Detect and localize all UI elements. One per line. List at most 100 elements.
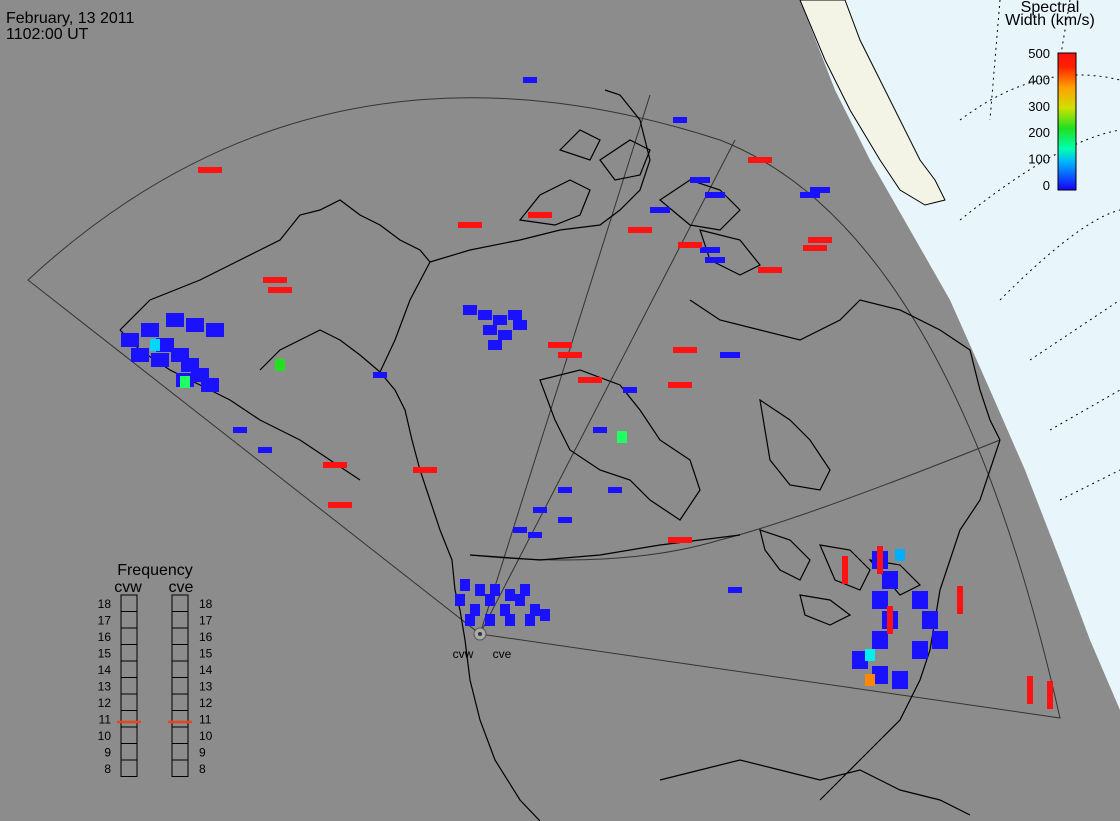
echo-cell (413, 467, 437, 473)
colorbar-title-line2: Width (km/s) (1005, 12, 1095, 29)
echo-cell (912, 591, 928, 609)
echo-cell (465, 614, 475, 626)
echo-cell-highlight (180, 376, 190, 388)
frequency-tick-label: 8 (104, 762, 111, 776)
echo-cell (186, 318, 204, 332)
echo-cell-highlight (865, 649, 875, 661)
echo-cell (455, 594, 465, 606)
echo-cell (803, 245, 827, 251)
frequency-tick-label: 10 (199, 729, 213, 743)
echo-cell (198, 167, 222, 173)
echo-cell (458, 222, 482, 228)
echo-cell (525, 614, 535, 626)
echo-cell (872, 631, 888, 649)
echo-cell (690, 177, 710, 183)
echo-cell (623, 387, 637, 393)
frequency-tick-label: 16 (98, 630, 112, 644)
echo-cell (705, 192, 725, 198)
echo-cell (141, 323, 159, 337)
echo-cell (500, 604, 510, 616)
frequency-cell (171, 759, 189, 777)
echo-cell (548, 342, 572, 348)
coastlines (119, 89, 1001, 821)
echo-cell (872, 591, 888, 609)
echo-cell (258, 447, 272, 453)
echo-cell (558, 487, 572, 493)
frequency-tick-label: 17 (199, 614, 213, 628)
fov-outlines (27, 94, 1061, 719)
echo-cell (882, 571, 898, 589)
echo-cell (263, 277, 287, 283)
echo-cell (650, 207, 670, 213)
date-label: February, 13 2011 (6, 10, 135, 27)
time-label: 1102:00 UT (6, 26, 89, 43)
frequency-tick-label: 16 (199, 630, 213, 644)
echo-cell (131, 348, 149, 362)
echo-cell (530, 604, 540, 616)
echo-cell (872, 666, 888, 684)
colorbar-tick-label: 100 (1028, 152, 1050, 167)
site-label-cve: cve (493, 647, 512, 661)
frequency-tick-label: 13 (98, 680, 112, 694)
echo-cell (673, 117, 687, 123)
frequency-scales: 18 17 16 15 14 13 12 11 10 9 8 18 17 16 15 14 13 12 11 10 9 8 (98, 594, 213, 777)
echo-cell (483, 325, 497, 335)
frequency-tick-label: 12 (98, 696, 112, 710)
colorbar-tick-label: 200 (1028, 125, 1050, 140)
echo-cell (892, 671, 908, 689)
echo-cell (810, 187, 830, 193)
echo-cell (922, 611, 938, 629)
echo-cell (515, 594, 525, 606)
echo-cell (513, 320, 527, 330)
colorbar-ticks: 500 400 300 200 100 0 (1028, 46, 1050, 193)
echo-cell (373, 372, 387, 378)
echo-cell (800, 192, 820, 198)
echo-cell (700, 247, 720, 253)
frequency-label-cve: cve (169, 579, 194, 596)
echo-cell (932, 631, 948, 649)
echo-cell (513, 527, 527, 533)
colorbar: 500 400 300 200 100 0 (1028, 46, 1077, 193)
night-region (800, 0, 1120, 710)
frequency-tick-label: 15 (199, 647, 213, 661)
frequency-tick-label: 14 (199, 663, 213, 677)
echo-cell (490, 584, 500, 596)
echo-cell (520, 584, 530, 596)
echo-cell (1027, 676, 1033, 704)
colorbar-tick-label: 300 (1028, 99, 1050, 114)
echo-cell (475, 584, 485, 596)
frequency-label-cvw: cvw (114, 579, 142, 596)
echo-cell (705, 257, 725, 263)
echo-cell (668, 382, 692, 388)
frequency-tick-label: 13 (199, 680, 213, 694)
frequency-tick-label: 14 (98, 663, 112, 677)
echo-cell (912, 641, 928, 659)
frequency-tick-label: 10 (98, 729, 112, 743)
echo-cell (166, 313, 184, 327)
terminator-landmass (799, 0, 946, 206)
echo-cell (460, 579, 470, 591)
frequency-tick-label: 8 (199, 762, 206, 776)
echo-cell (668, 537, 692, 543)
colorbar-gradient (1057, 52, 1077, 191)
site-label-cvw: cvw (453, 647, 474, 661)
frequency-tick-label: 11 (99, 713, 112, 727)
echo-cell (323, 462, 347, 468)
frequency-tick-label: 11 (199, 713, 212, 727)
echo-cell-highlight (895, 549, 905, 561)
echo-cell (528, 532, 542, 538)
frequency-tick-label: 9 (104, 746, 111, 760)
echo-cell (748, 157, 772, 163)
echo-cell (498, 330, 512, 340)
echo-cell (1047, 681, 1053, 709)
echo-cell (608, 487, 622, 493)
echo-cell-highlight (150, 339, 160, 351)
echo-cell (478, 310, 492, 320)
echo-cell (887, 606, 893, 634)
echo-cell (523, 77, 537, 83)
echo-cell (728, 587, 742, 593)
frequency-tick-label: 12 (199, 696, 213, 710)
colorbar-title-line1: Spectral (1020, 0, 1080, 16)
